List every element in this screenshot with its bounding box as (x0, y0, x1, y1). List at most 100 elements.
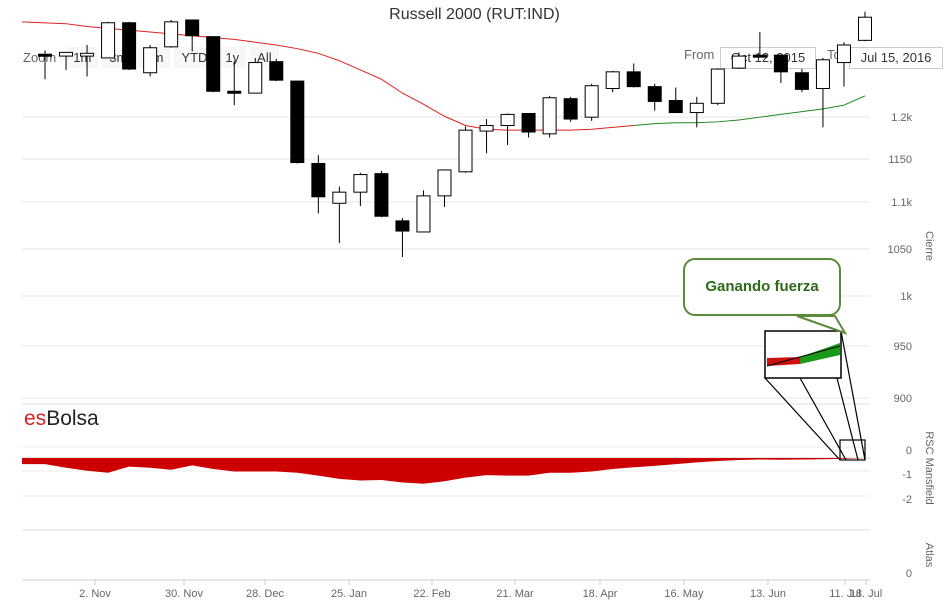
candle (353, 172, 368, 207)
candle (164, 19, 179, 48)
candle (374, 170, 389, 218)
zoom-button-ytd[interactable]: YTD (174, 47, 215, 68)
brand-prefix: es (24, 407, 47, 430)
from-label: From (684, 47, 715, 62)
candle-body-up (815, 59, 830, 89)
x-tick-label: 13. Jun (750, 588, 786, 600)
candle (668, 87, 683, 114)
rsc-tick-label: -2 (902, 494, 912, 506)
candle (122, 21, 137, 70)
candle (626, 63, 641, 88)
moving-average-strong-line (633, 95, 866, 127)
candle-body-down (647, 86, 662, 102)
candle-body-down (290, 80, 305, 164)
x-tick-label: 30. Nov (165, 588, 203, 600)
chart-title: Russell 2000 (RUT:IND) (389, 6, 560, 23)
candle (143, 44, 158, 77)
y-tick-label: 950 (894, 341, 912, 353)
candle-body-down (626, 71, 641, 88)
candle (584, 83, 599, 121)
brand-suffix: Bolsa (46, 407, 99, 430)
candle (206, 36, 221, 93)
connector-line (836, 377, 859, 461)
candle (185, 19, 200, 52)
candle-body-down (395, 220, 410, 232)
candle (101, 21, 116, 59)
candle (542, 95, 557, 138)
moving-average-weak-line (21, 21, 634, 131)
candle (227, 60, 242, 106)
candle (836, 42, 851, 87)
candle-body-up (332, 191, 347, 204)
candle-body-up (836, 44, 851, 64)
zoom-button-1y[interactable]: 1y (218, 47, 247, 68)
candle (815, 57, 830, 128)
candle (794, 69, 809, 93)
x-tick-label: 28. Dec (246, 588, 284, 600)
candle (248, 57, 263, 94)
candle (752, 32, 767, 58)
candle-body-up (858, 16, 872, 41)
rsc-tick-label: 0 (906, 445, 912, 457)
callout-tail (796, 315, 848, 335)
x-tick-label: 2. Nov (79, 588, 111, 600)
candle (647, 83, 662, 111)
candle (689, 96, 704, 128)
x-tick-label: 25. Jan (331, 588, 367, 600)
candle (437, 169, 452, 207)
candle (500, 113, 515, 145)
candle (858, 11, 872, 42)
candle-body-up (458, 129, 473, 173)
candle (605, 70, 620, 93)
candle-body-down (269, 61, 284, 81)
candle (458, 126, 473, 173)
candle-body-up (689, 102, 704, 114)
candle-body-up (605, 71, 620, 89)
candle-body-up (584, 85, 599, 118)
candle-body-down (668, 100, 683, 114)
candle (416, 190, 431, 233)
y-tick-label: 1k (900, 291, 912, 303)
candle (269, 58, 284, 82)
candle-body-up (500, 113, 515, 127)
candle-body-up (101, 22, 116, 59)
candle-body-up (416, 195, 431, 233)
candle (59, 51, 74, 70)
y-tick-label: 900 (894, 393, 912, 405)
callout-text: Ganando fuerza (705, 278, 819, 295)
candle-body-down (374, 173, 389, 217)
candle-body-up (710, 68, 725, 104)
candle-body-up (437, 169, 452, 197)
candle-body-up (59, 51, 74, 57)
y-tick-label: 1.1k (891, 197, 912, 209)
candle-body-up (731, 55, 746, 69)
x-tick-label: 18. Apr (583, 588, 618, 600)
candle-body-down (752, 54, 767, 58)
rsc-axis-title: RSC Mansfield (923, 431, 935, 504)
candle-body-down (563, 98, 578, 120)
rsc-area (22, 458, 865, 484)
candle-body-up (143, 47, 158, 74)
candle-body-up (164, 21, 179, 48)
candle-body-down (311, 162, 326, 198)
connector-line (840, 330, 866, 461)
candle (290, 80, 305, 164)
y-tick-label: 1.2k (891, 112, 912, 124)
candle-body-down (122, 22, 137, 70)
candle (731, 52, 746, 70)
y-tick-label: 1050 (888, 244, 912, 256)
atlas-tick-label: 0 (906, 568, 912, 580)
candle (710, 68, 725, 106)
candle-body-down (38, 53, 52, 57)
x-tick-label: 11. Jul (829, 588, 861, 600)
x-tick-label: 21. Mar (496, 588, 534, 600)
y-tick-label: 1150 (888, 154, 912, 166)
candle-body-up (542, 97, 557, 135)
to-date-input[interactable]: Jul 15, 2016 (849, 47, 943, 69)
candle (311, 155, 326, 214)
brand-logo: esBolsa (24, 407, 99, 431)
candle (332, 186, 347, 244)
x-tick-label: 22. Feb (413, 588, 450, 600)
callout-box: Ganando fuerza (683, 258, 841, 316)
